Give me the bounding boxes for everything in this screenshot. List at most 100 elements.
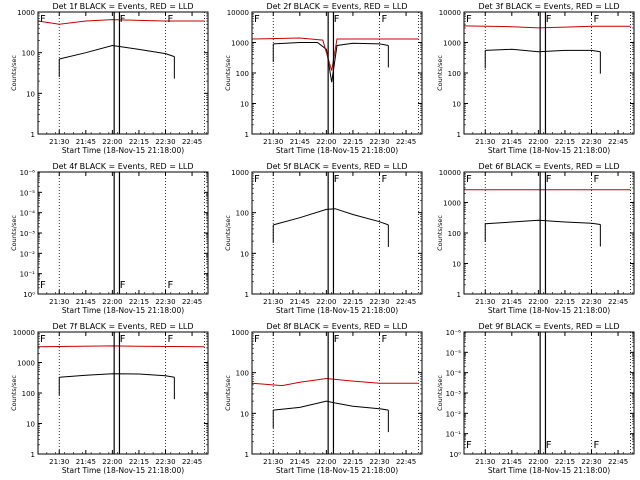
flag-marker: F xyxy=(254,334,260,345)
x-tick-label: 22:45 xyxy=(182,138,202,146)
x-tick-label: 21:45 xyxy=(502,138,522,146)
x-tick-label: 22:45 xyxy=(182,458,202,466)
y-axis-label: Counts/sec xyxy=(224,55,232,91)
flag-marker: F xyxy=(40,334,46,345)
x-tick-label: 22:30 xyxy=(581,458,601,466)
y-tick-label: 1000 xyxy=(231,169,249,177)
plot-frame xyxy=(463,331,635,455)
lld-series-line xyxy=(37,19,205,25)
x-tick-label: 22:00 xyxy=(316,138,336,146)
flag-marker: F xyxy=(334,14,340,25)
y-tick-label: 10⁻⁴ xyxy=(20,210,36,218)
chart-panel: Det 7f BLACK = Events, RED = LLD F F F 1 10 10… xyxy=(10,322,209,475)
y-tick-label: 100 xyxy=(236,370,249,378)
x-tick-label: 22:15 xyxy=(129,138,149,146)
x-tick-label: 22:30 xyxy=(581,298,601,306)
y-tick-label: 1 xyxy=(245,131,249,139)
x-tick-label: 22:15 xyxy=(555,458,575,466)
x-tick-label: 22:45 xyxy=(608,458,628,466)
flag-marker: F xyxy=(120,280,126,291)
chart-title: Det 3f BLACK = Events, RED = LLD xyxy=(478,2,619,11)
y-tick-label: 1 xyxy=(31,131,35,139)
flag-marker: F xyxy=(120,14,126,25)
x-tick-label: 22:00 xyxy=(528,458,548,466)
y-axis-label: Counts/sec xyxy=(10,215,18,251)
flag-marker: F xyxy=(594,440,600,451)
chart-title: Det 6f BLACK = Events, RED = LLD xyxy=(478,162,619,171)
flag-marker: F xyxy=(466,174,472,185)
x-tick-label: 22:00 xyxy=(316,298,336,306)
x-tick-label: 22:30 xyxy=(155,138,175,146)
y-tick-label: 10⁻⁵ xyxy=(20,189,36,197)
chart-title: Det 2f BLACK = Events, RED = LLD xyxy=(266,2,407,11)
plot-frame xyxy=(37,331,209,455)
flag-marker: F xyxy=(466,14,472,25)
x-tick-label: 22:00 xyxy=(528,298,548,306)
x-tick-label: 22:00 xyxy=(102,458,122,466)
flag-marker: F xyxy=(40,14,46,25)
flag-marker: F xyxy=(168,280,174,291)
y-axis-label: Counts/sec xyxy=(224,215,232,251)
x-tick-label: 21:30 xyxy=(49,138,69,146)
chart-title: Det 1f BLACK = Events, RED = LLD xyxy=(52,2,193,11)
flag-marker: F xyxy=(594,174,600,185)
y-axis-label: Counts/sec xyxy=(436,375,444,411)
y-tick-label: 100 xyxy=(22,390,35,398)
y-tick-label: 10000 xyxy=(439,9,461,17)
plot-frame xyxy=(37,171,209,295)
x-tick-label: 22:15 xyxy=(343,298,363,306)
events-series-line xyxy=(59,44,175,60)
x-tick-label: 22:30 xyxy=(581,138,601,146)
flag-marker: F xyxy=(546,174,552,185)
x-tick-label: 21:30 xyxy=(49,458,69,466)
x-tick-label: 21:30 xyxy=(263,138,283,146)
y-tick-label: 10⁻⁴ xyxy=(446,370,462,378)
chart-panel: Det 9f BLACK = Events, RED = LLD F F F 10⁰ 10… xyxy=(436,322,635,475)
x-tick-label: 21:45 xyxy=(76,138,96,146)
y-tick-label: 100 xyxy=(448,230,461,238)
y-tick-label: 10⁻¹ xyxy=(446,431,462,439)
flag-marker: F xyxy=(334,174,340,185)
chart-title: Det 4f BLACK = Events, RED = LLD xyxy=(52,162,193,171)
y-tick-label: 1000 xyxy=(443,40,461,48)
y-tick-label: 10 xyxy=(240,250,249,258)
flag-marker: F xyxy=(168,14,174,25)
events-series-line xyxy=(485,219,601,225)
flag-marker: F xyxy=(546,440,552,451)
x-axis-label: Start Time (18-Nov-15 21:18:00) xyxy=(62,306,184,315)
flag-marker: F xyxy=(466,440,472,451)
x-tick-label: 21:45 xyxy=(502,458,522,466)
y-tick-label: 10 xyxy=(452,261,461,269)
x-tick-label: 21:45 xyxy=(76,298,96,306)
events-series-line xyxy=(273,208,389,226)
x-axis-label: Start Time (18-Nov-15 21:18:00) xyxy=(276,146,398,155)
x-tick-label: 22:00 xyxy=(528,138,548,146)
events-series-line xyxy=(485,48,601,53)
x-tick-label: 22:45 xyxy=(608,138,628,146)
chart-panel: Det 8f BLACK = Events, RED = LLD F F F 1 10 10… xyxy=(224,322,423,475)
plot-frame xyxy=(251,171,423,295)
events-series-line xyxy=(273,42,389,83)
x-tick-label: 22:15 xyxy=(129,458,149,466)
y-tick-label: 10⁻⁶ xyxy=(446,329,462,337)
chart-panel: Det 3f BLACK = Events, RED = LLD F F F 1 10 10… xyxy=(436,2,635,155)
x-tick-label: 22:30 xyxy=(369,458,389,466)
flag-marker: F xyxy=(594,14,600,25)
flag-marker: F xyxy=(382,334,388,345)
x-tick-label: 22:45 xyxy=(182,298,202,306)
lld-series-line xyxy=(251,377,419,387)
y-tick-label: 1000 xyxy=(17,360,35,368)
x-tick-label: 21:30 xyxy=(263,458,283,466)
x-tick-label: 22:15 xyxy=(343,458,363,466)
x-tick-label: 22:30 xyxy=(155,458,175,466)
y-tick-label: 100 xyxy=(448,70,461,78)
x-tick-label: 22:00 xyxy=(316,458,336,466)
chart-panel: Det 2f BLACK = Events, RED = LLD F F F 1 10 10… xyxy=(224,2,423,155)
y-tick-label: 1000 xyxy=(231,40,249,48)
y-axis-label: Counts/sec xyxy=(224,375,232,411)
y-tick-label: 1 xyxy=(245,451,249,459)
chart-panel: Det 6f BLACK = Events, RED = LLD F F F 1 10 10… xyxy=(436,162,635,315)
y-axis-label: Counts/sec xyxy=(10,375,18,411)
lld-series-line xyxy=(37,345,205,348)
plot-frame xyxy=(463,11,635,135)
